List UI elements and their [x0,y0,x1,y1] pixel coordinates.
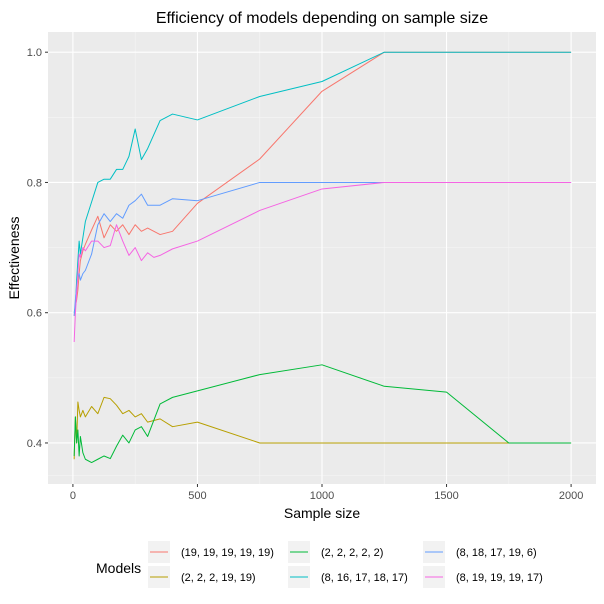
series-line [73,181,572,343]
chart-title: Efficiency of models depending on sample… [156,10,488,27]
legend-label: (8, 16, 17, 18, 17) [321,572,408,584]
legend-title: Models [96,560,141,576]
y-tick-label: 1.0 [27,47,42,59]
x-axis-ticks: 0 500 1000 1500 2000 [70,484,583,502]
series-line [73,51,572,313]
x-tick-label: 1000 [310,490,334,502]
series-line [73,181,572,317]
legend-label: (2, 2, 2, 19, 19) [181,572,256,584]
y-tick-label: 0.6 [27,308,42,320]
y-tick-label: 0.4 [27,438,42,450]
y-tick-label: 0.8 [27,177,42,189]
x-tick-label: 1500 [434,490,458,502]
x-tick-label: 2000 [559,490,583,502]
y-axis-label: Effectiveness [6,216,22,299]
y-axis-ticks: 0.4 0.6 0.8 1.0 [27,47,48,450]
series-line [73,396,572,460]
legend-label: (2, 2, 2, 2, 2) [321,547,383,559]
legend-items: (19, 19, 19, 19, 19) (2, 2, 2, 19, 19) (2,… [148,541,543,588]
x-tick-label: 500 [188,490,206,502]
legend-label: (8, 19, 19, 19, 17) [456,572,543,584]
series-line [73,51,572,317]
x-tick-label: 0 [70,490,76,502]
legend: Models (19, 19, 19, 19, 19) (2, 2, 2, 19,… [96,541,543,588]
series-lines [73,51,572,464]
legend-label: (8, 18, 17, 19, 6) [456,547,537,559]
legend-label: (19, 19, 19, 19, 19) [181,547,274,559]
x-axis-label: Sample size [284,505,360,521]
series-line [73,364,572,464]
